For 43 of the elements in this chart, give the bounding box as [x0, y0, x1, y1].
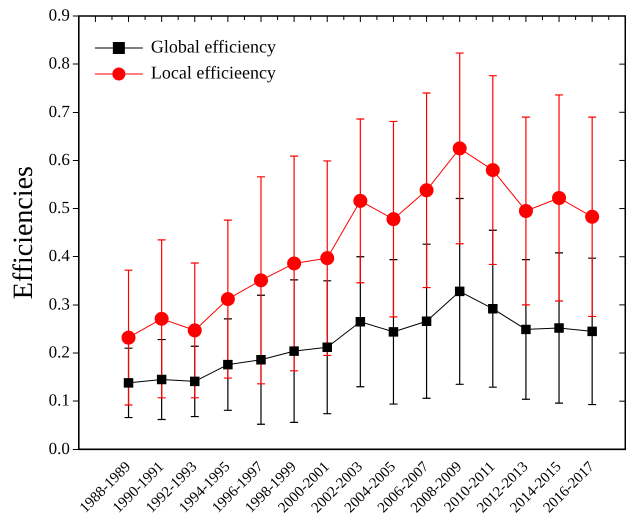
point	[486, 163, 500, 178]
y-tick-label: 0.9	[48, 5, 70, 24]
point	[124, 378, 134, 388]
point	[190, 376, 200, 386]
point	[452, 141, 467, 156]
y-tick-label: 0.4	[48, 246, 70, 266]
point	[353, 194, 368, 208]
y-tick-label: 0.6	[48, 150, 70, 169]
point	[156, 374, 166, 384]
point	[154, 312, 169, 326]
point	[188, 323, 202, 338]
point	[320, 251, 334, 266]
y-tick-label: 0.2	[48, 342, 70, 362]
point	[585, 210, 600, 224]
point	[287, 256, 302, 270]
point	[386, 212, 400, 226]
legend-label: Local efficieency	[150, 62, 276, 83]
point	[122, 330, 136, 345]
y-tick-label: 0.7	[48, 102, 70, 121]
point	[420, 183, 434, 198]
point	[521, 324, 531, 334]
point	[587, 326, 597, 336]
point	[220, 292, 235, 306]
point	[552, 190, 566, 205]
point	[518, 204, 533, 218]
y-tick-label: 0.3	[48, 294, 70, 314]
y-tick-label: 0.0	[48, 438, 70, 458]
point	[289, 346, 299, 356]
point	[322, 342, 332, 352]
point	[554, 323, 564, 333]
legend-label: Global efficiency	[150, 36, 276, 57]
point	[254, 273, 268, 288]
point	[223, 360, 233, 370]
point	[388, 327, 398, 337]
y-tick-label: 0.5	[48, 198, 70, 218]
point	[356, 316, 366, 326]
y-tick-label: 0.1	[48, 390, 70, 410]
point	[422, 316, 432, 326]
y-axis-title: Efficiencies	[8, 166, 40, 300]
point	[454, 286, 464, 296]
point	[488, 304, 498, 314]
point	[256, 355, 266, 365]
y-tick-label: 0.8	[48, 54, 70, 73]
